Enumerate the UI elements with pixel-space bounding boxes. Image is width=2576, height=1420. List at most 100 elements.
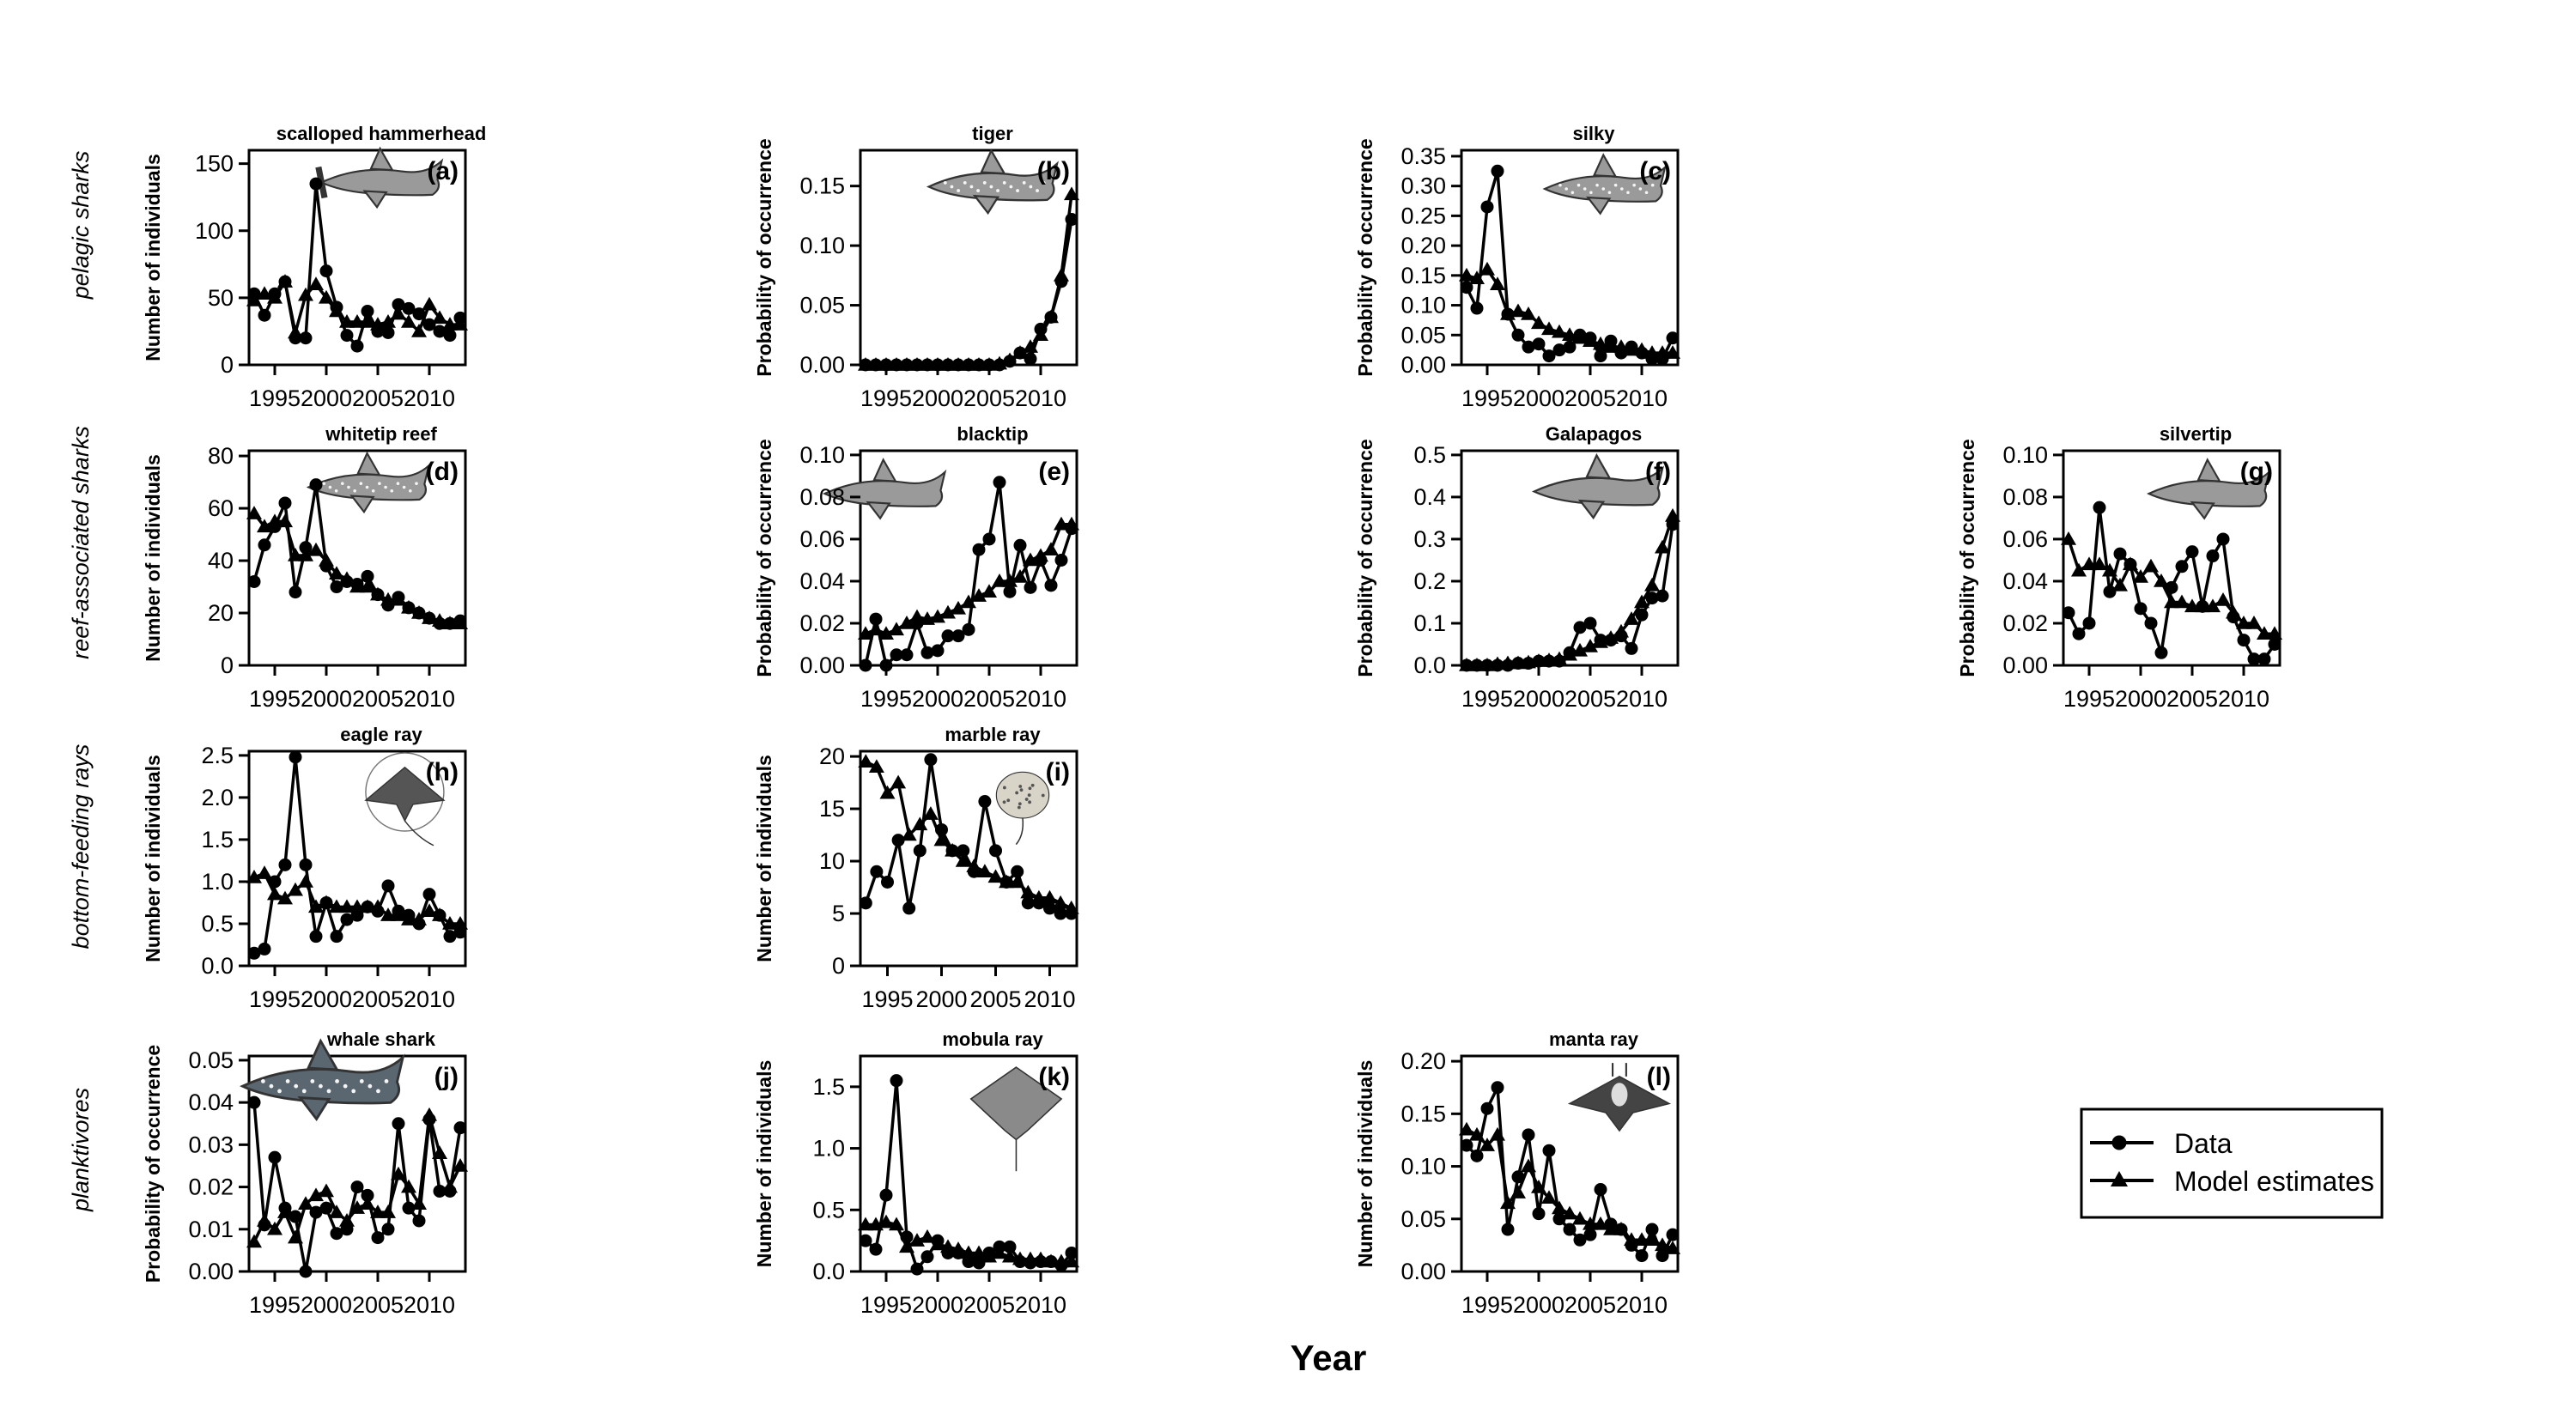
data-point (1666, 331, 1680, 345)
panel-letter: (f) (1645, 458, 1671, 486)
model-point (1624, 1232, 1639, 1247)
model-point (909, 1233, 925, 1247)
data-point (289, 1210, 302, 1223)
x-tick-label: 2000 (912, 686, 963, 712)
model-point (1603, 339, 1619, 353)
y-tick-label: 0.10 (799, 442, 845, 468)
panel-a: scalloped hammerhead (a) 0 50 100 150 1995 2000… (142, 123, 486, 411)
data-point (361, 305, 374, 318)
model-point (992, 1245, 1007, 1259)
y-tick-label: 0.05 (1400, 1206, 1446, 1232)
y-tick-label: 0.05 (1400, 322, 1446, 348)
data-point (951, 629, 965, 643)
model-point (2236, 615, 2251, 629)
model-point (1459, 267, 1474, 282)
model-point (1023, 1251, 1038, 1265)
model-point (1023, 339, 1038, 353)
mobula-ray-icon (969, 1066, 1063, 1172)
y-tick-label: 20 (208, 600, 234, 626)
y-tick-label: 10 (819, 848, 845, 874)
marble-ray-icon (995, 771, 1050, 846)
model-point (901, 827, 917, 841)
group-label-plank: planktivores (68, 1088, 94, 1212)
y-tick-label: 0.10 (2002, 442, 2048, 468)
y-tick-label: 0.00 (2002, 652, 2048, 678)
panel-title: tiger (972, 123, 1013, 144)
data-point (2237, 634, 2251, 647)
data-point (330, 1227, 343, 1241)
data-point (443, 930, 457, 944)
y-tick-label: 0.08 (2002, 484, 2048, 510)
model-point (401, 599, 416, 614)
model-point (257, 286, 272, 300)
whitetip-reef-shark-icon (306, 451, 431, 514)
data-point (869, 612, 883, 626)
y-tick-label: 0.08 (799, 484, 845, 510)
data-point (993, 476, 1006, 489)
data-point (1532, 337, 1546, 351)
data-point (330, 930, 343, 944)
x-tick-label: 2010 (1616, 1292, 1668, 1318)
model-point (380, 314, 396, 328)
y-tick-label: 0.04 (188, 1089, 234, 1115)
panel-letter: (b) (1037, 157, 1070, 185)
y-tick-label: 1.0 (201, 869, 234, 895)
model-point (1030, 889, 1047, 904)
model-point (1043, 542, 1059, 555)
x-tick-label: 2005 (1564, 686, 1616, 712)
data-point (931, 644, 945, 658)
model-point (277, 513, 293, 528)
y-tick-label: 0.00 (1400, 1259, 1446, 1284)
model-point (1644, 577, 1660, 592)
panel-g: silvertip (g) 0.00 0.02 0.04 0.06 0.08 0.10 1995… (1956, 423, 2282, 712)
y-tick-label: 0.04 (2002, 568, 2048, 594)
y-tick-label: 0.02 (188, 1174, 234, 1200)
plot-frame (1460, 449, 1680, 667)
model-point (288, 325, 303, 339)
data-point (2113, 547, 2127, 561)
model-point (1572, 642, 1588, 657)
x-tick-label: 2000 (301, 1292, 352, 1318)
model-point (1054, 267, 1069, 282)
model-point (1490, 656, 1505, 671)
data-point (2268, 637, 2281, 651)
model-point (329, 1205, 344, 1218)
model-point (453, 1157, 468, 1172)
model-point (1583, 333, 1598, 347)
model-point (246, 293, 262, 306)
data-point (989, 844, 1002, 858)
data-point (2165, 580, 2178, 594)
model-point (1053, 895, 1069, 909)
model-point (1012, 569, 1028, 583)
model-point (1603, 1222, 1619, 1235)
x-tick-label: 2010 (404, 385, 455, 411)
data-point (299, 858, 313, 871)
model-point (329, 566, 344, 580)
data-point (859, 658, 872, 672)
model-point (288, 882, 303, 896)
data-point (319, 1201, 333, 1215)
model-point (277, 274, 293, 288)
model-point (422, 610, 437, 624)
model-point (277, 890, 293, 905)
panel-letter: (h) (426, 758, 459, 786)
data-point (1656, 1249, 1669, 1263)
data-point (309, 478, 323, 492)
y-tick-label: 0.00 (799, 352, 845, 378)
panel-c: silky (c) 0.00 0.05 0.10 0.15 0.20 0.25 0.30 0.35… (1354, 123, 1680, 411)
plot-frame (247, 149, 467, 367)
data-point (1563, 1223, 1577, 1236)
data-point (920, 1250, 934, 1264)
model-point (1552, 324, 1567, 338)
data-point (1024, 352, 1037, 366)
model-point (858, 626, 873, 640)
model-point (1469, 658, 1485, 671)
x-tick-label: 1995 (861, 986, 913, 1012)
model-point (1479, 1138, 1495, 1151)
data-point (2134, 602, 2148, 616)
model-point (339, 899, 355, 913)
data-point (978, 795, 992, 809)
model-point (889, 1217, 904, 1231)
y-tick-label: 0.00 (799, 652, 845, 678)
